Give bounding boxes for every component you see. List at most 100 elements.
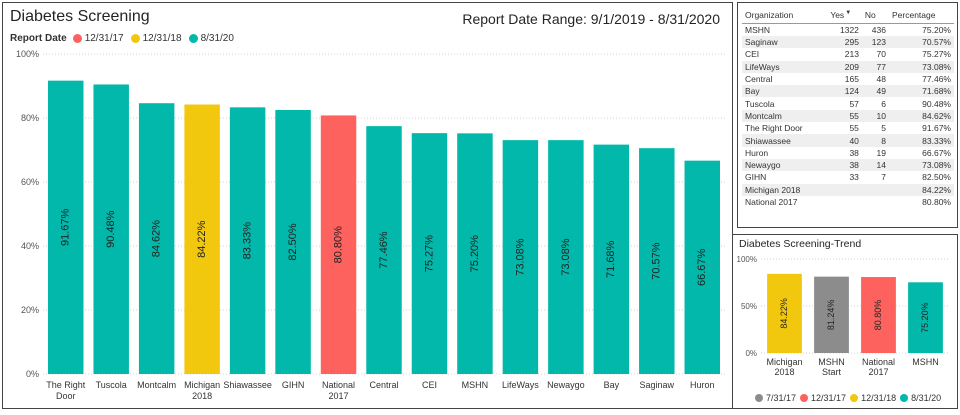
header-percentage[interactable]: Percentage [888, 8, 954, 24]
cell-organization: Bay [742, 85, 828, 98]
cell-yes: 295 [827, 36, 862, 49]
cell-organization: LifeWays [742, 60, 828, 73]
bar [48, 80, 84, 374]
chart-legend: Report Date 12/31/17 12/31/18 8/31/20 [10, 33, 241, 44]
data-label: 77.46% [378, 231, 390, 269]
bar [320, 115, 357, 374]
bar [366, 126, 402, 375]
bar [639, 148, 675, 374]
cell-organization: National 2017 [745, 197, 798, 207]
trend-legend-item[interactable]: 7/31/17 [755, 393, 796, 403]
cell-organization: Tuscola [745, 98, 775, 109]
table-row[interactable]: National 2017 80.80% [742, 196, 954, 208]
x-category-label: Montcalm [137, 380, 176, 390]
legend-dot-icon [850, 394, 859, 402]
x-category-label: Huron [690, 380, 715, 390]
cell-percentage: 73.08% [888, 60, 954, 73]
main-legend-item[interactable]: 8/31/20 [188, 33, 234, 44]
trend-legend-item[interactable]: 12/31/18 [850, 393, 896, 403]
table-row[interactable]: Saginaw 295 123 70.57% [742, 36, 954, 49]
trend-bar-chart: 0%50%100%84.22%Michigan201881.24%MSHNSta… [737, 255, 949, 377]
x-category-label: Michigan [184, 380, 220, 390]
bar [138, 103, 175, 374]
x-category-label: MSHN [818, 357, 845, 367]
x-category-label: Central [369, 380, 398, 390]
table-row[interactable]: The Right Door 55 5 91.67% [742, 122, 954, 134]
x-category-label: Michigan [766, 357, 802, 367]
y-tick-label: 20% [21, 305, 39, 315]
x-category-label: Door [56, 391, 76, 401]
cell-yes [827, 196, 862, 208]
table-row[interactable]: Bay 124 49 71.68% [742, 85, 954, 98]
legend-label: 12/31/17 [811, 393, 847, 403]
diabetes-screening-panel: Diabetes Screening Report Date Range: 9/… [2, 2, 733, 409]
cell-no: 123 [861, 36, 889, 49]
legend-dot-icon [130, 34, 140, 43]
cell-no: 14 [861, 158, 889, 172]
table-row[interactable]: Shiawassee 40 8 83.33% [742, 134, 954, 147]
cell-organization: CEI [745, 49, 760, 60]
table-row[interactable]: LifeWays 209 77 73.08% [742, 60, 954, 73]
x-category-label: 2018 [774, 367, 794, 377]
data-label: 83.33% [242, 222, 254, 260]
cell-organization: Montcalm [742, 109, 828, 123]
cell-yes [827, 183, 862, 196]
header-yes[interactable]: Yes▼ [827, 8, 862, 24]
cell-no [861, 183, 889, 196]
x-category-label: MSHN [462, 380, 489, 390]
table-row[interactable]: Huron 38 19 66.67% [742, 147, 954, 159]
cell-organization: The Right Door [745, 123, 803, 134]
cell-percentage: 71.68% [888, 85, 954, 98]
data-label: 75.27% [423, 235, 435, 273]
table-header-row: Organization Yes▼ No Percentage [742, 8, 954, 24]
cell-yes: 165 [844, 74, 859, 85]
table-row[interactable]: Tuscola 57 6 90.48% [742, 97, 954, 109]
table-row[interactable]: Newaygo 38 14 73.08% [742, 158, 954, 172]
cell-organization: MSHN [745, 25, 771, 35]
bar [275, 110, 311, 374]
table-row[interactable]: Central 165 48 77.46% [742, 73, 954, 85]
cell-yes: 213 [844, 49, 859, 60]
data-label: 84.62% [151, 220, 163, 258]
cell-no: 48 [876, 74, 886, 85]
table-row[interactable]: Michigan 2018 84.22% [742, 183, 954, 196]
main-legend-item[interactable]: 12/31/18 [130, 33, 182, 44]
main-legend-item[interactable]: 12/31/17 [72, 33, 124, 44]
table-row[interactable]: MSHN 1322 436 75.20% [742, 24, 954, 37]
header-no[interactable]: No [861, 8, 889, 24]
cell-organization: Central [745, 74, 773, 85]
trend-legend: 7/31/17 12/31/17 12/31/18 8/31/20 [755, 393, 945, 403]
data-label: 80.80% [873, 300, 883, 331]
data-label: 84.22% [779, 298, 789, 329]
x-category-label: LifeWays [502, 380, 539, 390]
data-label: 90.48% [105, 210, 117, 248]
cell-yes: 33 [849, 172, 859, 183]
bar [767, 273, 802, 353]
data-label: 80.80% [332, 226, 344, 264]
trend-legend-item[interactable]: 8/31/20 [900, 393, 941, 403]
screening-trend-panel: Diabetes Screening-Trend 0% 50% 100% 84.22%… [732, 234, 958, 409]
cell-yes: 38 [849, 147, 859, 158]
cell-percentage: 83.33% [888, 134, 954, 147]
table-row[interactable]: Montcalm 55 10 84.62% [742, 109, 954, 123]
report-date-range: Report Date Range: 9/1/2019 - 8/31/2020 [462, 11, 720, 27]
header-organization[interactable]: Organization [742, 8, 828, 24]
data-label: 75.20% [920, 302, 930, 333]
cell-no: 49 [861, 85, 889, 98]
bar [502, 140, 539, 374]
legend-label: 8/31/20 [911, 393, 942, 403]
cell-no: 5 [881, 123, 886, 134]
x-category-label: The Right [46, 380, 86, 390]
cell-percentage: 75.20% [922, 25, 951, 35]
trend-legend-item[interactable]: 12/31/17 [800, 393, 846, 403]
organization-table: Organization Yes▼ No Percentage MSHN 1322… [742, 8, 954, 208]
table-row[interactable]: CEI 213 70 75.27% [742, 48, 954, 60]
trend-title: Diabetes Screening-Trend [739, 238, 862, 250]
cell-yes: 40 [827, 134, 862, 147]
y-tick-label: 0% [26, 369, 39, 379]
y-tick-label: 100% [737, 255, 757, 264]
y-tick-label: 0% [745, 349, 757, 358]
table-row[interactable]: GIHN 33 7 82.50% [742, 171, 954, 183]
cell-no: 8 [861, 134, 889, 147]
bar [411, 133, 448, 374]
